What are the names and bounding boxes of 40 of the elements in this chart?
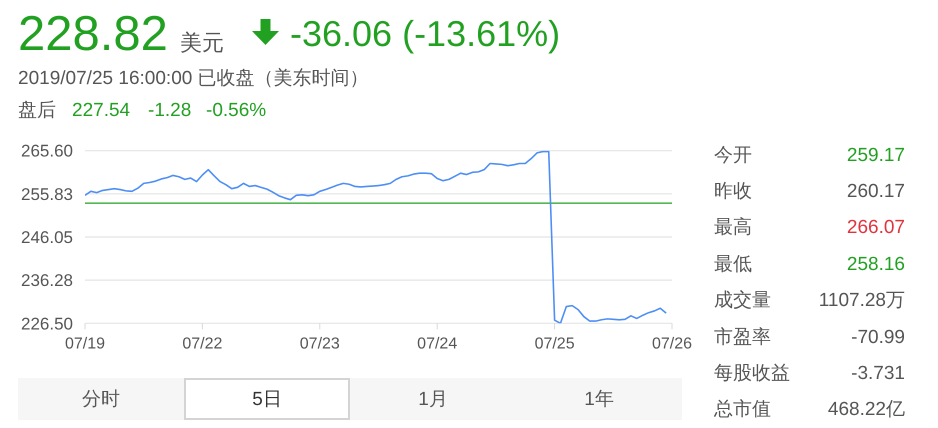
x-tick-label: 07/24 (417, 336, 458, 353)
text: 最高 (714, 217, 752, 238)
text: 昨收 (714, 180, 752, 202)
line-series (85, 150, 667, 324)
text: 1年 (583, 388, 615, 410)
text: 5日 (251, 388, 283, 410)
y-tick-label: 226.50 (21, 314, 73, 334)
y-tick-label: 236.28 (21, 271, 73, 290)
text: 每股收益 (714, 362, 790, 384)
x-tick-label: 07/19 (64, 336, 106, 353)
text: 2019/07/25 16:00:00 已收盘（美东时间） (18, 68, 369, 88)
text: 今开 (714, 144, 752, 166)
x-tick-label: 07/23 (300, 336, 340, 353)
text: 468.22亿 (828, 399, 905, 420)
text: 最低 (714, 254, 752, 275)
x-tick-label: 07/26 (652, 336, 692, 353)
text: 美元 (180, 30, 224, 54)
text: 盘后 (18, 100, 56, 120)
text: -1.28 (148, 100, 192, 120)
text: 266.07 (846, 217, 905, 238)
text: 258.16 (846, 254, 905, 275)
text: 市盈率 (714, 326, 771, 348)
y-tick-label: 265.60 (21, 142, 73, 161)
text: 228.82 (18, 6, 168, 60)
text: 227.54 (72, 100, 130, 120)
x-tick-label: 07/25 (534, 336, 575, 353)
y-tick-label: 255.83 (21, 184, 73, 204)
text: 总市值 (714, 399, 771, 420)
x-tick-label: 07/22 (182, 336, 223, 353)
text: -70.99 (851, 326, 905, 348)
text: 259.17 (846, 144, 905, 166)
y-tick-label: 246.05 (21, 228, 73, 248)
text: -0.56% (206, 100, 266, 120)
text: 分时 (81, 388, 121, 410)
text: -36.06 (-13.61%) (290, 12, 560, 54)
text: 260.17 (846, 180, 905, 202)
text: 1107.28万 (818, 290, 905, 312)
text: -3.731 (851, 362, 905, 384)
text: 成交量 (714, 290, 771, 312)
text: 1月 (417, 388, 449, 410)
